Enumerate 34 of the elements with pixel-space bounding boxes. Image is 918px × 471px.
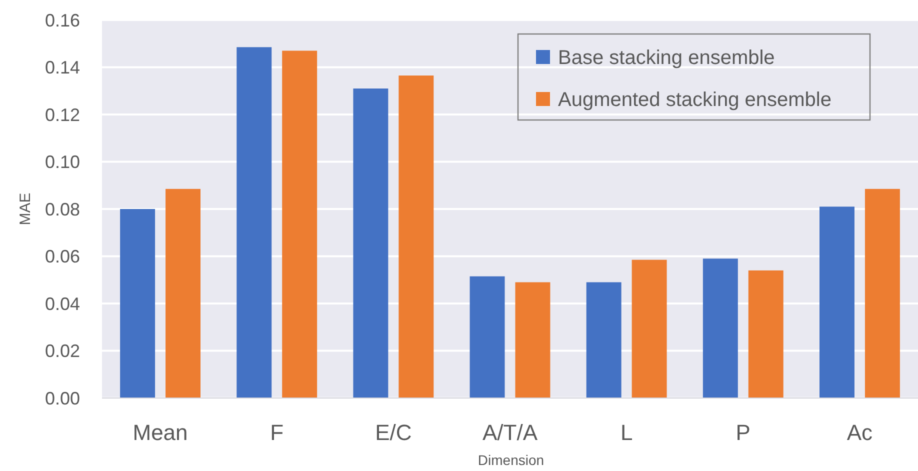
y-axis-title: MAE: [17, 192, 34, 226]
bar: [398, 76, 434, 398]
legend-label: Augmented stacking ensemble: [558, 89, 832, 111]
x-axis-title: Dimension: [478, 452, 544, 468]
bar: [353, 88, 388, 398]
y-tick-label: 0.10: [44, 152, 80, 172]
bar: [282, 50, 318, 398]
y-tick-label: 0.08: [44, 199, 80, 220]
bar: [515, 282, 550, 398]
bar: [120, 209, 156, 398]
bar: [586, 282, 622, 398]
y-tick-label: 0.12: [44, 104, 80, 125]
x-tick-label: Ac: [846, 420, 873, 445]
x-tick-label: A/T/A: [482, 420, 538, 445]
legend-label: Base stacking ensemble: [558, 47, 775, 69]
x-tick-label: Mean: [132, 420, 188, 445]
bar: [632, 260, 667, 398]
y-tick-label: 0.02: [44, 341, 80, 362]
bar: [864, 188, 900, 398]
y-tick-label: 0.00: [44, 388, 80, 408]
bar: [748, 270, 784, 398]
bar: [470, 276, 505, 398]
bar: [236, 47, 272, 398]
y-tick-label: 0.16: [44, 10, 80, 30]
x-tick-label: E/C: [375, 420, 412, 445]
bar: [702, 258, 738, 398]
y-tick-label: 0.14: [44, 58, 80, 78]
bar: [819, 206, 854, 398]
y-tick-label: 0.06: [44, 246, 80, 267]
x-tick-label: L: [620, 420, 633, 445]
y-tick-label: 0.04: [44, 294, 80, 314]
x-tick-label: F: [270, 420, 284, 445]
x-tick-label: P: [736, 420, 750, 445]
bar: [166, 188, 200, 398]
